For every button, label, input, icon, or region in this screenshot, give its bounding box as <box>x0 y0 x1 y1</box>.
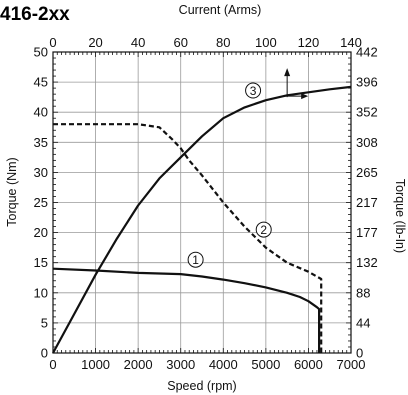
y2-tick-label: 0 <box>356 346 363 361</box>
curve-marker-3: 3 <box>250 84 257 98</box>
ticks: 0 1000 2000 3000 4000 5000 6000 700005101520253… <box>34 35 378 372</box>
annotation-arrowhead-up <box>284 68 291 77</box>
x-tick-label: 6000 <box>294 357 323 372</box>
y-tick-label: 25 <box>34 195 48 210</box>
y2-tick-label: 132 <box>356 255 378 270</box>
curve-1 <box>52 267 321 353</box>
x-tick-label: 7000 <box>337 357 366 372</box>
y2-tick-label: 352 <box>356 105 378 120</box>
x-tick-label: 2000 <box>124 357 153 372</box>
y-tick-label: 5 <box>41 315 48 330</box>
top-axis-title: Current (Arms) <box>179 3 262 17</box>
y2-tick-label: 265 <box>356 165 378 180</box>
y2-tick-label: 177 <box>356 225 378 240</box>
plot-frame <box>52 51 352 354</box>
x2-tick-label: 60 <box>173 35 187 50</box>
chart-title: 416-2xx <box>0 4 70 25</box>
x2-tick-label: 120 <box>298 35 320 50</box>
y2-tick-label: 442 <box>356 45 378 60</box>
curve-marker-2: 2 <box>260 223 267 237</box>
y-tick-label: 20 <box>34 225 48 240</box>
y-tick-label: 0 <box>41 346 48 361</box>
curve-marker-1-circle <box>187 251 204 268</box>
y2-tick-label: 44 <box>356 315 370 330</box>
series <box>52 85 352 354</box>
x-tick-label: 4000 <box>209 357 238 372</box>
x2-tick-label: 0 <box>49 35 56 50</box>
y-tick-label: 45 <box>34 75 48 90</box>
grid <box>52 51 352 354</box>
left-axis-title: Torque (Nm) <box>5 157 19 226</box>
curve-2 <box>53 123 323 353</box>
markers: 1 2 3 <box>187 68 309 268</box>
y-tick-label: 40 <box>34 105 48 120</box>
x2-tick-label: 100 <box>255 35 277 50</box>
y2-tick-label: 88 <box>356 285 370 300</box>
curve-marker-2-circle <box>255 221 272 238</box>
curve-marker-1: 1 <box>192 253 199 267</box>
x2-tick-label: 80 <box>216 35 230 50</box>
x-tick-label: 0 <box>49 357 56 372</box>
y-tick-label: 50 <box>34 45 48 60</box>
curve-marker-3-circle <box>245 82 262 99</box>
x-tick-label: 3000 <box>166 357 195 372</box>
y-tick-label: 35 <box>34 135 48 150</box>
y-tick-label: 30 <box>34 165 48 180</box>
y-tick-label: 15 <box>34 255 48 270</box>
x-tick-label: 5000 <box>251 357 280 372</box>
y2-tick-label: 396 <box>356 75 378 90</box>
y2-tick-label: 308 <box>356 135 378 150</box>
y2-tick-label: 217 <box>356 195 378 210</box>
curve-3 <box>52 85 352 354</box>
x-tick-label: 1000 <box>81 357 110 372</box>
y-tick-label: 10 <box>34 285 48 300</box>
x2-tick-label: 140 <box>340 35 362 50</box>
right-axis-title: Torque (lb-In) <box>393 179 407 253</box>
annotation-arrowhead-right <box>301 93 309 100</box>
bottom-axis-title: Speed (rpm) <box>167 379 236 393</box>
x2-tick-label: 20 <box>88 35 102 50</box>
x2-tick-label: 40 <box>131 35 145 50</box>
